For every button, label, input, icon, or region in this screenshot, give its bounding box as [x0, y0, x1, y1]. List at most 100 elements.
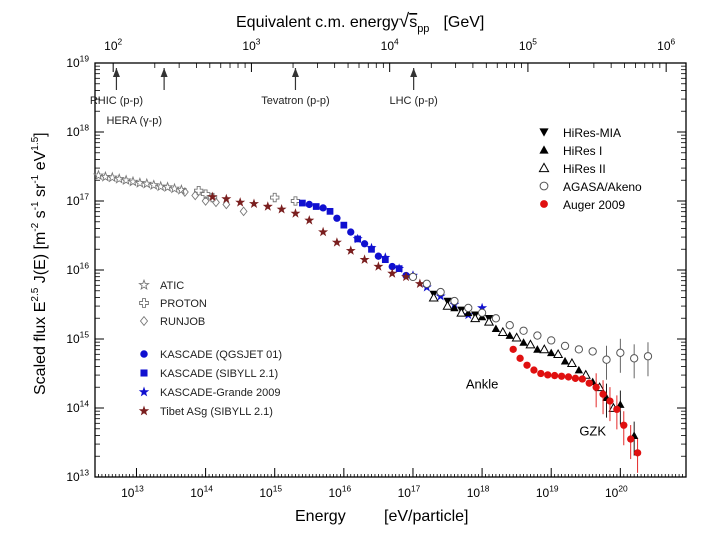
arrow-head	[112, 68, 120, 77]
data-point	[262, 201, 273, 211]
data-point	[602, 355, 611, 364]
data-point	[442, 300, 453, 310]
legend-marker	[138, 278, 150, 290]
data-point	[606, 397, 614, 405]
legend-entry: PROTON	[139, 298, 207, 310]
legend-marker	[139, 315, 149, 327]
data-point	[464, 303, 473, 313]
series-runjob	[180, 187, 248, 217]
data-point	[450, 296, 459, 306]
data-point	[477, 302, 488, 313]
legend-marker	[539, 128, 549, 137]
data-point	[333, 214, 341, 222]
data-point	[290, 208, 301, 218]
legend-label: HiRes-MIA	[563, 126, 621, 140]
data-point	[222, 199, 231, 210]
data-point	[373, 261, 384, 271]
data-point	[276, 204, 287, 214]
accelerator-arrow	[410, 68, 418, 90]
data-point	[422, 279, 431, 288]
data-point	[92, 169, 105, 181]
legend-marker	[138, 405, 150, 416]
data-point	[533, 345, 542, 353]
data-point	[168, 182, 181, 194]
data-point	[509, 345, 517, 354]
data-point	[340, 221, 348, 229]
data-point	[331, 237, 342, 247]
x-tick-label: 1014	[190, 484, 213, 500]
data-point	[180, 187, 189, 197]
data-point	[497, 326, 508, 336]
legend-entry: KASCADE (SIBYLL 2.1)	[140, 368, 278, 380]
data-point	[599, 390, 607, 398]
data-point	[207, 191, 218, 202]
legend-marker	[538, 162, 550, 173]
data-point	[505, 321, 514, 330]
data-point	[148, 179, 160, 190]
annotation-ankle: Ankle	[466, 377, 499, 392]
data-point	[212, 197, 220, 208]
data-point	[553, 348, 564, 359]
data-point	[533, 331, 542, 340]
data-point	[537, 369, 545, 378]
series-tibet-asg-sibyll-2-1-	[207, 191, 425, 288]
series-hires-ii	[428, 292, 619, 412]
data-point	[161, 181, 174, 192]
data-point	[620, 421, 628, 429]
data-point	[374, 252, 383, 260]
x-tick-label: 1019	[536, 484, 559, 500]
top-axis: 102 103 104 105 106	[104, 37, 676, 72]
legend-entry: HiRes I	[539, 144, 602, 158]
legend-label: KASCADE (QGSJET 01)	[160, 349, 282, 361]
legend-marker	[539, 145, 549, 154]
data-point	[106, 171, 118, 183]
arrow-head	[160, 68, 168, 77]
x-axis-unit: [eV/particle]	[384, 508, 468, 525]
y-tick-label: 1017	[66, 192, 89, 208]
y-tick-label: 1016	[66, 261, 89, 277]
data-point	[312, 203, 320, 210]
data-point	[326, 207, 334, 215]
data-point	[99, 170, 112, 182]
legend-label: AGASA/Akeno	[563, 180, 642, 194]
data-point	[359, 254, 370, 264]
data-point	[456, 307, 467, 317]
legend-entry: RUNJOB	[139, 315, 205, 328]
data-point	[345, 245, 356, 255]
data-point	[436, 287, 445, 297]
data-point	[491, 324, 501, 333]
top-tick-label: 106	[657, 37, 675, 53]
legend-marker	[139, 298, 149, 308]
data-point	[505, 331, 514, 339]
data-point	[318, 226, 329, 237]
top-tick-label: 105	[519, 37, 537, 53]
data-point	[290, 196, 301, 206]
arrow-head	[291, 68, 299, 77]
data-point	[470, 313, 481, 323]
accelerator-arrow	[291, 68, 299, 90]
legend-entry: Auger 2009	[540, 198, 625, 212]
x-axis: 1013 1014 1015 1016 1017 1018 1019 1020	[94, 468, 683, 500]
data-point	[585, 379, 593, 387]
x-tick-label: 1017	[398, 484, 421, 500]
series-kascade-sibyll-2-1-	[299, 199, 403, 272]
top-axis-title: Equivalent c.m. energy√spp [GeV]	[236, 11, 484, 35]
legend-entry: AGASA/Akeno	[539, 180, 642, 194]
data-point	[539, 344, 550, 354]
y-tick-label: 1013	[66, 468, 89, 484]
data-point	[414, 278, 425, 288]
data-point	[366, 242, 377, 253]
accelerator-arrow	[112, 68, 120, 90]
data-point	[134, 177, 146, 188]
data-point	[544, 371, 552, 379]
data-point	[566, 357, 577, 368]
legend-marker	[138, 386, 150, 397]
legend-label: KASCADE (SIBYLL 2.1)	[160, 368, 278, 380]
data-point	[464, 308, 473, 317]
legend-marker	[140, 369, 148, 377]
data-point	[547, 336, 556, 345]
legend-entry: ATIC	[138, 278, 184, 292]
legend-entry: HiRes-MIA	[539, 126, 621, 140]
legend-label: ATIC	[160, 280, 184, 292]
